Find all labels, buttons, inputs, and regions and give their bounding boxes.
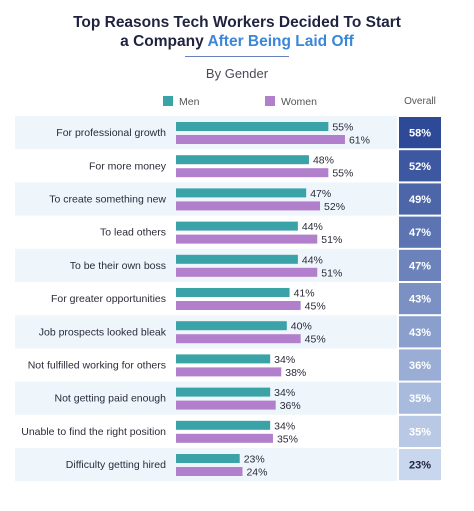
bar-women <box>176 234 318 244</box>
category-label: Not getting paid enough <box>54 393 166 405</box>
legend-label-men: Men <box>179 96 200 108</box>
legend-item-women: Women <box>265 96 317 108</box>
category-label: For greater opportunities <box>51 293 166 305</box>
bar-women <box>176 135 345 144</box>
bar-men <box>176 387 271 397</box>
bar-men <box>176 122 329 131</box>
value-label-men: 23% <box>244 454 265 466</box>
value-label-women: 51% <box>321 234 342 246</box>
bar-women <box>176 400 276 410</box>
value-label-women: 38% <box>285 367 306 379</box>
value-label-men: 41% <box>294 288 315 300</box>
value-label-women: 35% <box>277 433 298 445</box>
bar-women <box>176 334 301 344</box>
value-label-men: 34% <box>274 354 295 366</box>
category-label: To be their own boss <box>70 260 166 272</box>
overall-cell <box>399 449 441 481</box>
overall-value-label: 35% <box>409 426 431 438</box>
value-label-men: 34% <box>274 387 295 399</box>
bar-men <box>176 321 287 331</box>
overall-value-label: 52% <box>409 161 431 173</box>
bar-men <box>176 354 271 364</box>
value-label-women: 36% <box>280 400 301 412</box>
value-label-men: 55% <box>332 122 353 134</box>
overall-cell <box>399 415 441 447</box>
value-label-women: 24% <box>246 467 267 479</box>
overall-cell <box>399 316 441 348</box>
value-label-women: 52% <box>324 201 345 213</box>
overall-cell <box>399 117 441 149</box>
overall-cell <box>399 283 441 315</box>
overall-cell <box>399 249 441 281</box>
title-underline <box>185 56 289 57</box>
category-label: Job prospects looked bleak <box>39 326 167 338</box>
overall-value-label: 23% <box>409 460 431 472</box>
overall-value-label: 47% <box>409 227 431 239</box>
title-line-2: a Company After Being Laid Off <box>0 32 474 51</box>
overall-cell <box>399 349 441 381</box>
value-label-women: 55% <box>332 168 353 180</box>
chart-subtitle: By Gender <box>205 66 269 81</box>
bar-women <box>176 201 321 211</box>
value-label-men: 44% <box>302 254 323 266</box>
bar-men <box>176 420 271 430</box>
bar-men <box>176 155 309 165</box>
overall-value-label: 43% <box>409 294 431 306</box>
category-label: To create something new <box>49 194 166 206</box>
value-label-women: 51% <box>321 267 342 279</box>
category-label: For more money <box>89 160 167 172</box>
category-label: For professional growth <box>56 127 166 139</box>
overall-cell <box>399 216 441 248</box>
category-label: Difficulty getting hired <box>66 459 166 471</box>
title-line-1: Top Reasons Tech Workers Decided To Star… <box>73 14 401 31</box>
title-line-2-plain: a Company <box>120 33 208 50</box>
overall-cell <box>399 150 441 182</box>
overall-column-header: Overall <box>404 96 436 107</box>
bar-women <box>176 168 329 178</box>
value-label-women: 45% <box>305 334 326 346</box>
value-label-men: 47% <box>310 188 331 200</box>
bar-men <box>176 221 298 231</box>
overall-value-label: 47% <box>409 260 431 272</box>
legend-swatch-women <box>265 96 275 106</box>
overall-cell <box>399 183 441 215</box>
chart-title: Top Reasons Tech Workers Decided To Star… <box>0 13 474 51</box>
bar-women <box>176 267 318 277</box>
bar-men <box>176 454 240 463</box>
legend-swatch-men <box>163 96 173 106</box>
value-label-women: 45% <box>305 301 326 313</box>
value-label-men: 40% <box>291 321 312 333</box>
category-label: Unable to find the right position <box>21 426 166 438</box>
overall-value-label: 36% <box>409 360 431 372</box>
legend-label-women: Women <box>281 96 317 108</box>
bar-men <box>176 288 290 297</box>
bar-men <box>176 254 298 264</box>
category-label: To lead others <box>100 227 166 239</box>
value-label-men: 34% <box>274 420 295 432</box>
overall-value-label: 58% <box>409 128 431 140</box>
title-line-2-accent: After Being Laid Off <box>207 33 354 50</box>
value-label-women: 61% <box>349 135 370 147</box>
bar-women <box>176 467 243 476</box>
overall-value-label: 43% <box>409 327 431 339</box>
overall-value-label: 35% <box>409 393 431 405</box>
bar-women <box>176 301 301 310</box>
bar-men <box>176 188 307 198</box>
bar-women <box>176 367 282 377</box>
overall-cell <box>399 382 441 414</box>
value-label-men: 48% <box>313 155 334 167</box>
bar-women <box>176 433 273 443</box>
legend-item-men: Men <box>163 96 199 108</box>
category-label: Not fulfilled working for others <box>28 360 166 372</box>
overall-value-label: 49% <box>409 194 431 206</box>
value-label-men: 44% <box>302 221 323 233</box>
